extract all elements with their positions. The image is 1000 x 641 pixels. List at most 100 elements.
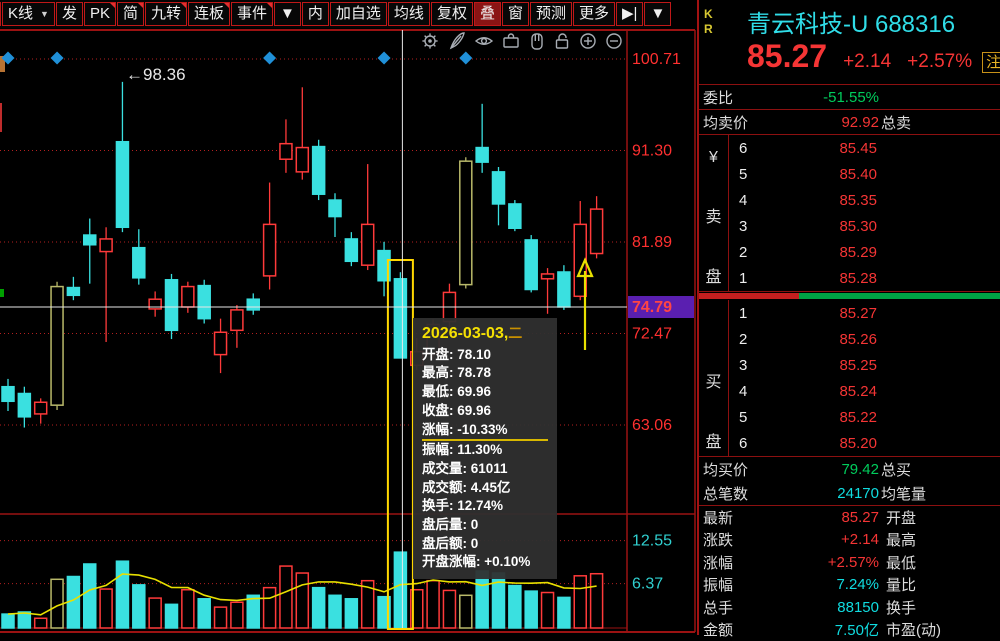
toolbar-button-1[interactable]: 发 [56,2,83,26]
candle[interactable] [18,387,30,428]
candle[interactable] [280,119,292,172]
volume-bar[interactable] [35,618,47,628]
volume-bar[interactable] [280,566,292,628]
volume-bar[interactable] [558,597,570,628]
toolbar-button-0[interactable]: K线▼ [2,2,55,26]
candle[interactable] [149,291,161,316]
toolbar-button-8[interactable]: 内 [302,2,329,26]
toolbar-button-7[interactable]: ▼ [274,2,301,26]
candle[interactable] [2,379,14,411]
volume-bar[interactable] [84,564,96,628]
candle[interactable] [264,183,276,290]
volume-bar[interactable] [345,599,357,628]
candle[interactable] [100,227,112,342]
toolbar-clipped-button[interactable]: 日 [0,2,1,26]
volume-bar[interactable] [329,595,341,628]
kline-chart-canvas[interactable]: ←98.36100.7191.3081.8972.4763.0612.556.3… [0,28,697,635]
volume-bar[interactable] [509,586,521,628]
candle[interactable] [116,82,128,232]
volume-bar[interactable] [443,590,455,628]
view-icon[interactable] [476,38,492,45]
candle[interactable] [509,200,521,231]
candle[interactable] [591,196,603,258]
candle[interactable] [166,274,178,339]
candle[interactable] [558,265,570,310]
toolbar-button-10[interactable]: 均线 [388,2,430,26]
volume-bar[interactable] [247,595,259,628]
candle[interactable] [329,193,341,237]
candle-selected[interactable] [394,272,406,358]
volume-bar[interactable] [2,614,14,628]
volume-bar[interactable] [394,552,406,628]
toolbar-button-15[interactable]: 更多 [573,2,615,26]
candle[interactable] [67,277,79,300]
candle[interactable] [51,282,63,410]
volume-bar[interactable] [100,589,112,628]
toolbar-button-3[interactable]: 简 [117,2,144,26]
toolbar-button-5[interactable]: 连板 [188,2,230,26]
volume-bar[interactable] [264,588,276,628]
toolbar-button-6[interactable]: 事件 [231,2,273,26]
volume-bar[interactable] [296,573,308,628]
unlock-icon[interactable] [557,34,568,48]
candle[interactable] [296,87,308,179]
toolbar-button-4[interactable]: 九转 [145,2,187,26]
zoom-out-icon[interactable] [607,34,621,48]
zoom-in-icon[interactable] [581,34,595,48]
candle[interactable] [362,164,374,270]
volume-bar[interactable] [313,588,325,628]
candle[interactable] [476,104,488,173]
draw-icon[interactable] [451,33,464,48]
volume-bar[interactable] [198,599,210,628]
candle[interactable] [525,235,537,292]
toolbar-button-12[interactable]: 叠 [474,2,501,26]
volume-bar[interactable] [166,604,178,628]
volume-bar[interactable] [525,591,537,628]
toolbar-button-14[interactable]: 预测 [530,2,572,26]
volume-bar[interactable] [215,607,227,628]
volume-bar[interactable] [493,573,505,628]
candle[interactable] [35,398,47,423]
toolbar-button-2[interactable]: PK [84,2,116,26]
settings-icon[interactable] [422,33,437,48]
toolbar-button-16[interactable]: ▶| [616,2,643,26]
candle[interactable] [231,305,243,348]
candle[interactable] [493,167,505,225]
candle[interactable] [345,232,357,266]
toolbar-button-11[interactable]: 复权 [431,2,473,26]
toolbar-button-13[interactable]: 窗 [502,2,529,26]
volume-bar[interactable] [574,576,586,628]
volume-bar[interactable] [476,571,488,628]
candle[interactable] [198,280,210,324]
candle[interactable] [460,157,472,288]
candle[interactable] [182,282,194,313]
volume-bar[interactable] [149,598,161,628]
toolbox-icon[interactable] [504,34,518,47]
toolbar-button-9[interactable]: 加自选 [330,2,387,26]
volume-bar[interactable] [427,581,439,628]
volume-bar[interactable] [182,590,194,628]
candle[interactable] [215,319,227,373]
candle[interactable] [247,293,259,314]
volume-bar[interactable] [231,602,243,628]
pan-icon[interactable] [532,34,542,49]
volume-bar[interactable] [116,561,128,628]
toolbar-button-17[interactable]: ▼ [644,2,671,26]
candle[interactable] [133,229,145,284]
volume-bar[interactable] [542,593,554,628]
volume-bar[interactable] [18,612,30,628]
volume-bar[interactable] [460,595,472,628]
